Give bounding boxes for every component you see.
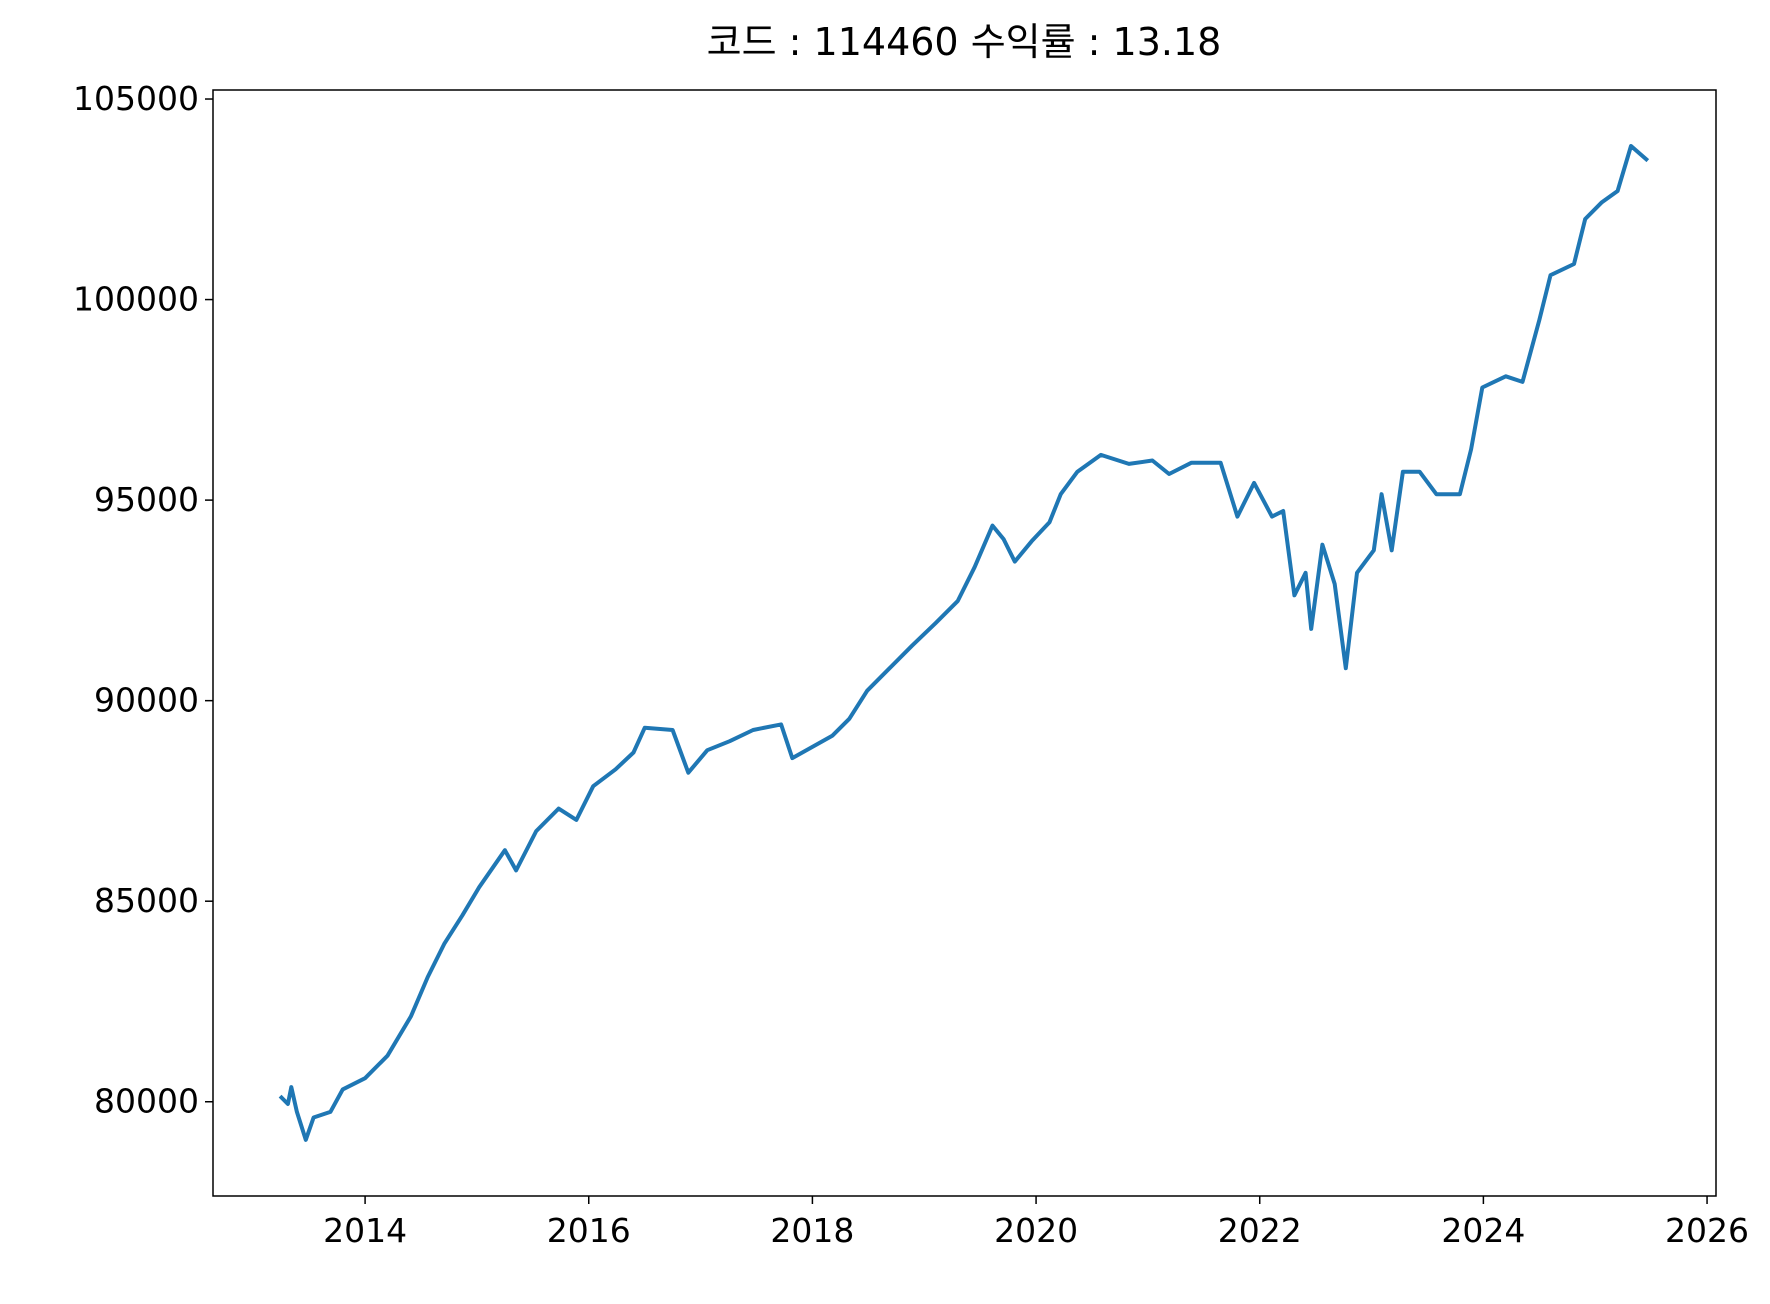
x-tick-label: 2020 [994, 1211, 1078, 1250]
x-tick-label: 2016 [547, 1211, 631, 1250]
y-tick-label: 90000 [94, 681, 199, 720]
y-tick-label: 80000 [94, 1082, 199, 1121]
y-tick-label: 95000 [94, 480, 199, 519]
line [278, 144, 1650, 1142]
x-tick-label: 2014 [323, 1211, 407, 1250]
plot-frame [212, 89, 1717, 1197]
chart-title: 코드 : 114460 수익률 : 13.18 [707, 20, 1222, 64]
x-tick-label: 2018 [770, 1211, 854, 1250]
y-tick-label: 100000 [73, 280, 199, 319]
y-tick-label: 105000 [73, 79, 199, 118]
x-tick-label: 2024 [1441, 1211, 1525, 1250]
x-tick-label: 2022 [1218, 1211, 1302, 1250]
y-tick-label: 85000 [94, 881, 199, 920]
x-tick-label: 2026 [1665, 1211, 1749, 1250]
